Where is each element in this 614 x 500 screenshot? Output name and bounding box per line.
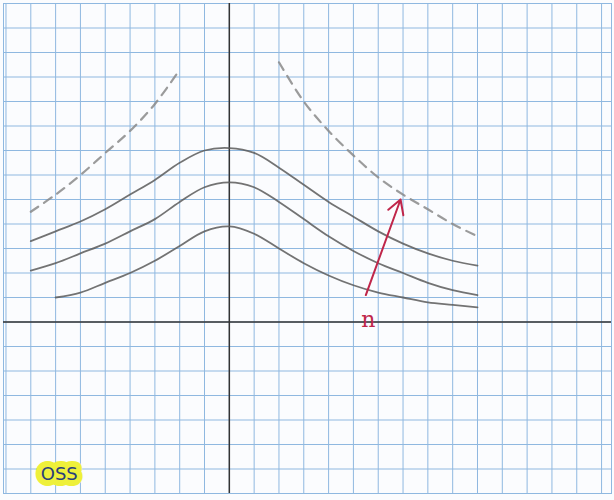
svg-text:OSS: OSS: [41, 463, 78, 484]
svg-text:n: n: [361, 307, 375, 332]
